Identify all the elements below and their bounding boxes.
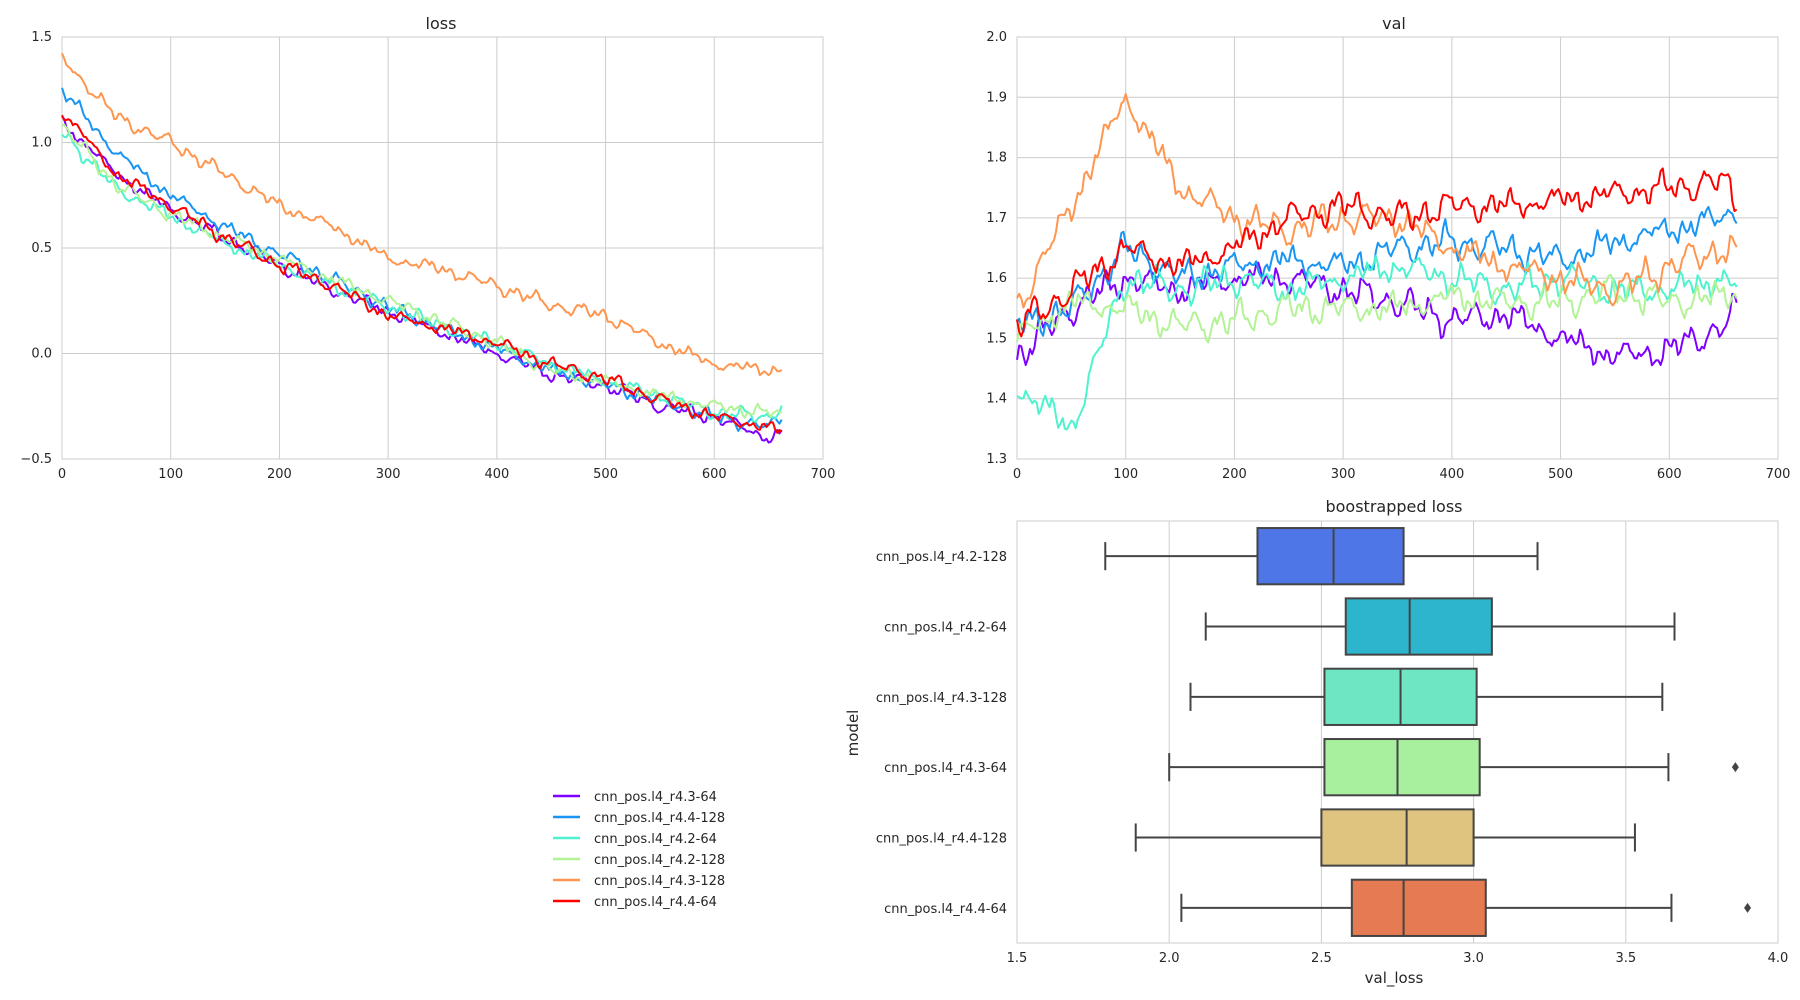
val-x-tick-label: 0 xyxy=(1013,467,1021,482)
box-category-label: cnn_pos.l4_r4.4-128 xyxy=(876,832,1007,847)
legend-label: cnn_pos.l4_r4.4-128 xyxy=(594,811,725,826)
box-outlier-marker xyxy=(1744,902,1752,913)
loss-y-tick-label: 0.0 xyxy=(31,347,52,362)
loss-y-tick-label: −0.5 xyxy=(20,452,52,467)
val-x-tick-label: 300 xyxy=(1331,467,1356,482)
legend-label: cnn_pos.l4_r4.2-64 xyxy=(594,832,717,847)
loss-x-tick-label: 100 xyxy=(158,467,183,482)
val-x-tick-label: 600 xyxy=(1657,467,1682,482)
loss-x-tick-label: 500 xyxy=(593,467,618,482)
val-series-line xyxy=(1016,205,1738,337)
val-y-tick-label: 1.7 xyxy=(986,211,1007,226)
legend-label: cnn_pos.l4_r4.2-128 xyxy=(594,853,725,868)
val-y-tick-label: 1.5 xyxy=(986,331,1007,346)
box-iqr xyxy=(1323,738,1481,797)
val-x-tick-label: 700 xyxy=(1766,467,1791,482)
box-category-label: cnn_pos.l4_r4.2-128 xyxy=(876,550,1007,565)
box-outlier-marker xyxy=(1731,762,1739,773)
val-x-tick-label: 200 xyxy=(1222,467,1247,482)
box-group xyxy=(1204,597,1676,656)
box-group xyxy=(1180,878,1752,937)
box-iqr xyxy=(1256,527,1405,586)
legend-label: cnn_pos.l4_r4.4-64 xyxy=(594,895,717,910)
loss-x-tick-label: 0 xyxy=(58,467,66,482)
box-group xyxy=(1134,808,1636,867)
loss-series-line xyxy=(61,52,783,377)
box-iqr xyxy=(1344,597,1493,656)
box-x-tick-label: 3.0 xyxy=(1463,951,1484,966)
box-category-label: cnn_pos.l4_r4.4-64 xyxy=(884,902,1007,917)
val-series-line xyxy=(1016,93,1738,309)
bootstrapped-loss-chart-panel: boostrapped loss val_loss model 1.5 2.0 2.… xyxy=(844,497,1788,988)
val-chart-title: val xyxy=(1382,14,1406,33)
box-category-label: cnn_pos.l4_r4.2-64 xyxy=(884,621,1007,636)
box-category-label: cnn_pos.l4_r4.3-128 xyxy=(876,691,1007,706)
box-chart-xlabel: val_loss xyxy=(1365,969,1424,988)
box-group xyxy=(1104,527,1539,586)
box-x-tick-label: 2.0 xyxy=(1159,951,1180,966)
box-group xyxy=(1168,738,1739,797)
val-chart-panel: val 0 100 200 300 400 500 600 700 1.3 1.4 1.5 1.6 1.… xyxy=(986,14,1790,482)
val-y-tick-label: 1.3 xyxy=(986,452,1007,467)
box-iqr xyxy=(1320,808,1475,867)
loss-x-tick-label: 700 xyxy=(811,467,836,482)
loss-x-tick-label: 300 xyxy=(376,467,401,482)
legend-label: cnn_pos.l4_r4.3-64 xyxy=(594,790,717,805)
loss-series-line xyxy=(61,114,783,434)
loss-chart-panel: loss 0 100 200 300 400 500 600 700 −0.5 0.0 0.5 1.0… xyxy=(20,14,835,482)
loss-y-tick-label: 1.5 xyxy=(31,30,52,45)
box-iqr xyxy=(1350,878,1487,937)
loss-y-tick-label: 0.5 xyxy=(31,241,52,256)
box-plot-area xyxy=(1016,520,1779,944)
box-x-tick-label: 4.0 xyxy=(1768,951,1789,966)
val-series-line xyxy=(1016,273,1738,344)
box-category-label: cnn_pos.l4_r4.3-64 xyxy=(884,761,1007,776)
val-series-line xyxy=(1016,255,1738,431)
val-series-line xyxy=(1016,261,1738,367)
loss-x-tick-label: 400 xyxy=(484,467,509,482)
loss-y-tick-label: 1.0 xyxy=(31,136,52,151)
box-x-tick-label: 1.5 xyxy=(1007,951,1028,966)
val-x-tick-label: 100 xyxy=(1113,467,1138,482)
box-x-tick-label: 2.5 xyxy=(1311,951,1332,966)
val-y-tick-label: 2.0 xyxy=(986,30,1007,45)
val-x-tick-label: 400 xyxy=(1439,467,1464,482)
val-y-tick-label: 1.9 xyxy=(986,90,1007,105)
loss-chart-title: loss xyxy=(426,14,457,33)
val-y-tick-label: 1.8 xyxy=(986,151,1007,166)
box-chart-ylabel: model xyxy=(844,710,862,757)
legend: cnn_pos.l4_r4.3-64 cnn_pos.l4_r4.4-128cnn… xyxy=(553,790,725,910)
box-chart-title: boostrapped loss xyxy=(1325,497,1462,516)
box-group xyxy=(1189,667,1664,726)
box-x-tick-label: 3.5 xyxy=(1615,951,1636,966)
val-series-line xyxy=(1016,167,1738,338)
loss-x-tick-label: 200 xyxy=(267,467,292,482)
loss-x-tick-label: 600 xyxy=(702,467,727,482)
val-x-tick-label: 500 xyxy=(1548,467,1573,482)
legend-label: cnn_pos.l4_r4.3-128 xyxy=(594,874,725,889)
val-y-tick-label: 1.4 xyxy=(986,392,1007,407)
val-y-tick-label: 1.6 xyxy=(986,271,1007,286)
